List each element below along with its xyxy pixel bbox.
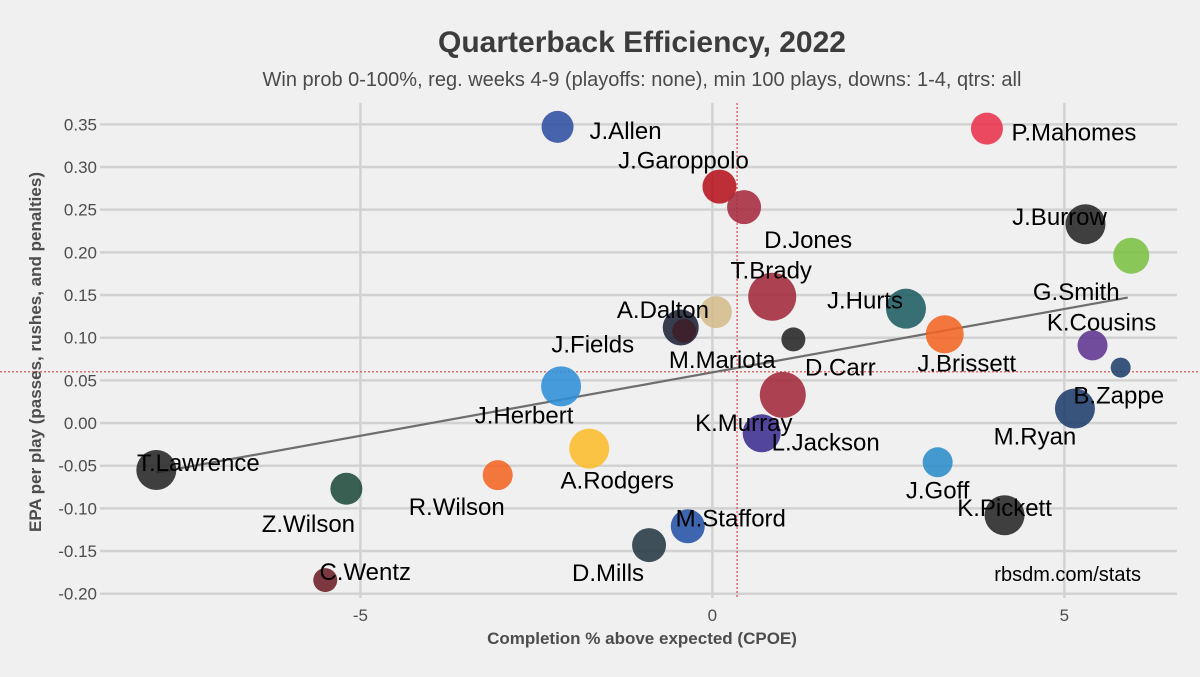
point-label: P.Mahomes	[1011, 120, 1136, 147]
point-marker	[672, 318, 697, 343]
point-label: R.Wilson	[409, 494, 505, 521]
y-tick-label: 0.10	[64, 329, 97, 348]
point-marker	[1054, 388, 1095, 429]
point-marker	[922, 447, 953, 478]
point-label: J.Fields	[551, 331, 634, 358]
point-marker	[1110, 357, 1131, 378]
y-tick-label: 0.25	[64, 201, 97, 220]
point-marker	[1113, 237, 1150, 274]
y-axis-title: EPA per play (passes, rushes, and penalt…	[26, 172, 45, 532]
x-axis-title: Completion % above expected (CPOE)	[487, 629, 797, 648]
y-tick-label: -0.10	[58, 499, 97, 518]
y-tick-label: -0.05	[58, 457, 97, 476]
point-labels: J.Allen P.Mahomes J.Garoppolo D.Jones J.Burr…	[137, 118, 1164, 587]
point-label: D.Mills	[572, 560, 644, 587]
point-label: M.Stafford	[676, 505, 786, 532]
point-marker	[702, 169, 737, 204]
point-marker	[482, 460, 513, 491]
point-label: Z.Wilson	[262, 511, 355, 538]
point-marker	[541, 110, 574, 143]
point-marker	[1077, 330, 1108, 361]
point-marker	[670, 509, 705, 544]
y-tick-label: 0.35	[64, 115, 97, 134]
point-marker	[632, 528, 667, 563]
x-tick-label: 5	[1060, 606, 1069, 625]
tick-labels: -0.20 -0.15 -0.10 -0.05 0.00 0.05 0.10 0.15 0.20…	[58, 115, 1069, 625]
point-label: J.Burrow	[1012, 204, 1107, 231]
point-label: A.Dalton	[617, 297, 709, 324]
point-label: T.Lawrence	[137, 450, 260, 477]
y-tick-label: -0.15	[58, 542, 97, 561]
point-label: B.Zappe	[1073, 383, 1164, 410]
point-label: C.Wentz	[319, 559, 411, 586]
point-label: J.Hurts	[827, 288, 903, 315]
point-marker	[1065, 204, 1106, 245]
point-label: J.Herbert	[475, 402, 574, 429]
grid	[100, 103, 1177, 598]
point-marker	[727, 190, 762, 225]
y-tick-label: 0.00	[64, 414, 97, 433]
y-tick-label: 0.05	[64, 371, 97, 390]
trend-line	[156, 296, 1128, 474]
point-marker	[541, 366, 582, 407]
point-label: T.Brady	[731, 258, 812, 285]
point-label: L.Jackson	[772, 429, 880, 456]
chart-title: Quarterback Efficiency, 2022	[438, 26, 846, 59]
point-marker	[970, 112, 1003, 145]
point-marker	[781, 327, 806, 352]
point-marker	[136, 449, 177, 490]
point-label: K.Murray	[695, 410, 792, 437]
point-marker	[759, 371, 806, 418]
points	[136, 110, 1150, 593]
point-label: M.Ryan	[994, 424, 1077, 451]
point-marker	[569, 428, 610, 469]
chart-subtitle: Win prob 0-100%, reg. weeks 4-9 (playoff…	[263, 69, 1022, 91]
point-marker	[330, 472, 363, 505]
point-label: G.Smith	[1033, 279, 1120, 306]
point-label: A.Rodgers	[561, 468, 674, 495]
x-tick-label: -5	[353, 606, 368, 625]
point-label: K.Cousins	[1047, 309, 1156, 336]
point-marker	[748, 272, 797, 321]
point-label: D.Jones	[764, 227, 852, 254]
point-marker	[984, 495, 1025, 536]
point-marker	[885, 288, 926, 329]
point-label: J.Allen	[590, 118, 662, 145]
point-marker	[313, 568, 338, 593]
trend-layer	[156, 296, 1128, 474]
point-label: J.Garoppolo	[618, 148, 749, 175]
point-label: J.Brissett	[917, 350, 1016, 377]
y-tick-label: 0.15	[64, 286, 97, 305]
x-tick-label: 0	[708, 606, 717, 625]
point-marker	[699, 296, 732, 329]
y-tick-label: 0.30	[64, 158, 97, 177]
point-label: J.Goff	[906, 477, 970, 504]
point-marker	[925, 315, 964, 354]
y-tick-label: 0.20	[64, 243, 97, 262]
credit-text: rbsdm.com/stats	[994, 564, 1141, 586]
point-marker	[742, 414, 781, 453]
point-label: D.Carr	[805, 354, 876, 381]
point-label: M.Mariota	[669, 347, 776, 374]
y-tick-label: -0.20	[58, 585, 97, 604]
reference-lines	[0, 103, 1200, 598]
point-label: K.Pickett	[957, 495, 1052, 522]
